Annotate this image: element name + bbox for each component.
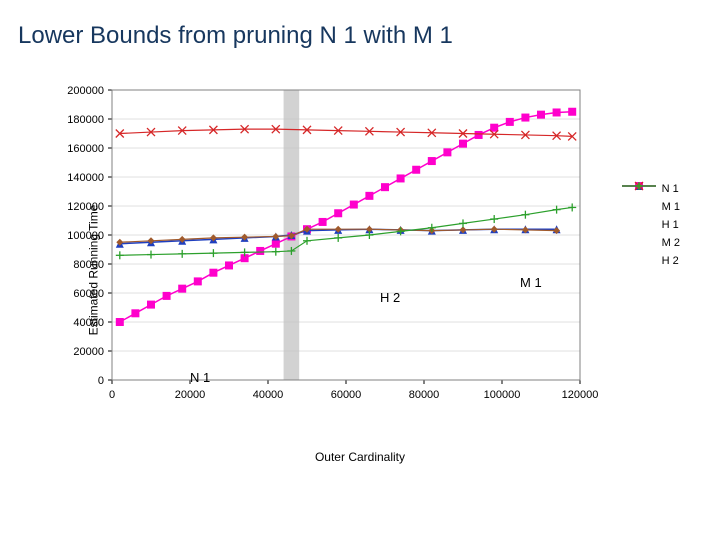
annotation-n1: N 1 xyxy=(190,370,210,385)
svg-text:120000: 120000 xyxy=(562,389,599,401)
svg-text:100000: 100000 xyxy=(484,389,521,401)
legend-swatch xyxy=(622,219,656,231)
svg-text:200000: 200000 xyxy=(67,85,104,97)
annotation-m1: M 1 xyxy=(520,275,542,290)
svg-text:160000: 160000 xyxy=(67,143,104,155)
legend-swatch xyxy=(622,255,656,267)
svg-text:80000: 80000 xyxy=(409,389,440,401)
svg-text:40000: 40000 xyxy=(73,317,104,329)
page-title: Lower Bounds from pruning N 1 with M 1 xyxy=(18,22,453,50)
legend-label: M 2 xyxy=(662,237,680,249)
legend-item-h-2: H 2 xyxy=(622,252,680,270)
svg-text:0: 0 xyxy=(98,375,104,387)
legend-item-m-2: M 2 xyxy=(622,234,680,252)
legend-label: H 1 xyxy=(662,219,679,231)
svg-text:100000: 100000 xyxy=(67,230,104,242)
svg-text:140000: 140000 xyxy=(67,172,104,184)
svg-text:60000: 60000 xyxy=(73,288,104,300)
svg-text:20000: 20000 xyxy=(73,346,104,358)
legend-label: M 1 xyxy=(662,201,680,213)
svg-text:60000: 60000 xyxy=(331,389,362,401)
svg-text:40000: 40000 xyxy=(253,389,284,401)
annotation-h2: H 2 xyxy=(380,290,400,305)
svg-text:0: 0 xyxy=(109,389,115,401)
svg-text:180000: 180000 xyxy=(67,114,104,126)
legend-swatch xyxy=(622,201,656,213)
legend-item-h-1: H 1 xyxy=(622,216,680,234)
chart-container: Estimated Running Time 02000040000600008… xyxy=(40,80,680,460)
svg-text:80000: 80000 xyxy=(73,259,104,271)
legend-item-m-1: M 1 xyxy=(622,198,680,216)
legend-swatch xyxy=(622,237,656,249)
legend: N 1 M 1 H 1 M 2 H 2 xyxy=(622,180,680,270)
legend-label: N 1 xyxy=(662,183,679,195)
slide: Lower Bounds from pruning N 1 with M 1 E… xyxy=(0,0,720,540)
x-axis-label: Outer Cardinality xyxy=(40,450,680,464)
chart-svg: 0 20000 40000 60000 80000 100000 120000 140000 1… xyxy=(40,80,680,440)
svg-text:120000: 120000 xyxy=(67,201,104,213)
legend-label: H 2 xyxy=(662,255,679,267)
svg-text:20000: 20000 xyxy=(175,389,206,401)
